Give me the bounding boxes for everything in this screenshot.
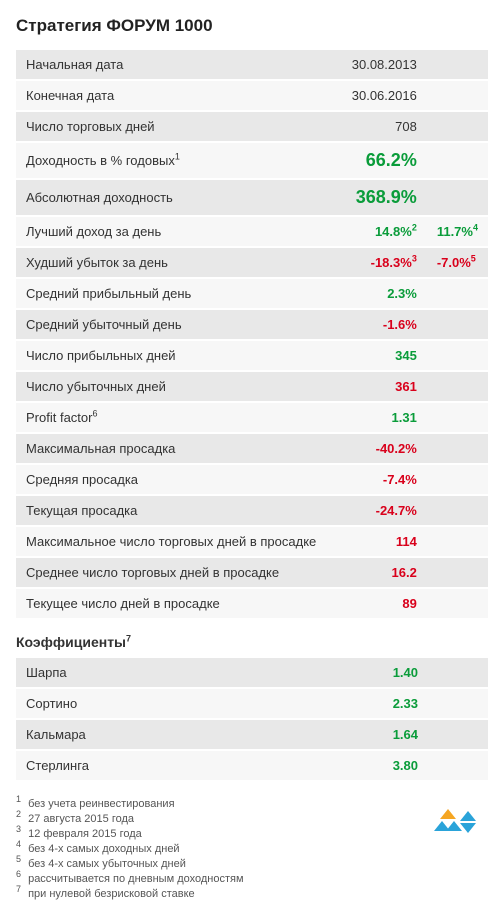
row-value-secondary [427, 111, 488, 142]
row-value: 2.3% [338, 278, 426, 309]
row-value: 1.31 [338, 402, 426, 433]
table-row: Максимальное число торговых дней в проса… [16, 526, 488, 557]
row-value-secondary [427, 340, 488, 371]
row-label: Средняя просадка [16, 464, 338, 495]
table-row: Худший убыток за день-18.3%3-7.0%5 [16, 247, 488, 278]
row-value: 368.9% [338, 179, 426, 216]
row-value-secondary [427, 278, 488, 309]
row-value-secondary [427, 179, 488, 216]
row-value-secondary [427, 464, 488, 495]
row-value: 89 [338, 588, 426, 619]
coefficients-heading: Коэффициенты7 [16, 634, 488, 650]
table-row: Число торговых дней708 [16, 111, 488, 142]
row-value: 16.2 [338, 557, 426, 588]
coefficients-table: Шарпа1.40Сортино2.33Кальмара1.64Стерлинг… [16, 658, 488, 782]
row-label: Абсолютная доходность [16, 179, 338, 216]
table-row: Шарпа1.40 [16, 658, 488, 688]
row-label: Profit factor6 [16, 402, 338, 433]
row-label: Лучший доход за день [16, 216, 338, 247]
row-value-secondary [427, 371, 488, 402]
row-value: -24.7% [338, 495, 426, 526]
row-value-secondary [427, 50, 488, 80]
table-row: Средняя просадка-7.4% [16, 464, 488, 495]
row-value: -18.3%3 [338, 247, 426, 278]
table-row: Абсолютная доходность368.9% [16, 179, 488, 216]
row-value: -40.2% [338, 433, 426, 464]
footnotes: 1 без учета реинвестирования 2 27 августа… [16, 798, 488, 900]
row-label: Средний прибыльный день [16, 278, 338, 309]
row-label: Сортино [16, 688, 282, 719]
row-value-secondary [427, 142, 488, 179]
row-value-secondary: -7.0%5 [427, 247, 488, 278]
row-value: 708 [338, 111, 426, 142]
row-label: Среднее число торговых дней в просадке [16, 557, 338, 588]
table-row: Доходность в % годовых166.2% [16, 142, 488, 179]
page-title: Стратегия ФОРУМ 1000 [16, 16, 488, 36]
table-row: Число убыточных дней361 [16, 371, 488, 402]
row-label: Число торговых дней [16, 111, 338, 142]
row-value: 2.33 [282, 688, 428, 719]
row-value: 345 [338, 340, 426, 371]
row-label: Максимальное число торговых дней в проса… [16, 526, 338, 557]
row-value: -1.6% [338, 309, 426, 340]
row-label: Стерлинга [16, 750, 282, 781]
row-value: 30.06.2016 [338, 80, 426, 111]
footnote: 3 12 февраля 2015 года [16, 828, 488, 840]
row-value: 1.40 [282, 658, 428, 688]
row-label: Доходность в % годовых1 [16, 142, 338, 179]
footnote: 4 без 4-х самых доходных дней [16, 843, 488, 855]
footnote: 7 при нулевой безрисковой ставке [16, 888, 488, 900]
table-row: Текущая просадка-24.7% [16, 495, 488, 526]
row-value-secondary [427, 495, 488, 526]
table-row: Лучший доход за день14.8%211.7%4 [16, 216, 488, 247]
table-row: Средний прибыльный день2.3% [16, 278, 488, 309]
row-label: Начальная дата [16, 50, 338, 80]
row-value-secondary [427, 557, 488, 588]
row-value: -7.4% [338, 464, 426, 495]
stats-table: Начальная дата30.08.2013Конечная дата30.… [16, 50, 488, 620]
row-value: 3.80 [282, 750, 428, 781]
table-row: Сортино2.33 [16, 688, 488, 719]
row-label: Число прибыльных дней [16, 340, 338, 371]
table-row: Максимальная просадка-40.2% [16, 433, 488, 464]
footnote: 1 без учета реинвестирования [16, 798, 488, 810]
row-value: 1.64 [282, 719, 428, 750]
row-value-secondary [427, 526, 488, 557]
footnote: 5 без 4-х самых убыточных дней [16, 858, 488, 870]
row-value-secondary [427, 588, 488, 619]
row-value: 14.8%2 [338, 216, 426, 247]
table-row: Стерлинга3.80 [16, 750, 488, 781]
row-label: Конечная дата [16, 80, 338, 111]
row-label: Худший убыток за день [16, 247, 338, 278]
table-row: Среднее число торговых дней в просадке16… [16, 557, 488, 588]
row-label: Шарпа [16, 658, 282, 688]
row-value: 66.2% [338, 142, 426, 179]
row-value-secondary: 11.7%4 [427, 216, 488, 247]
footnote: 6 рассчитывается по дневным доходностям [16, 873, 488, 885]
footnote: 2 27 августа 2015 года [16, 813, 488, 825]
table-row: Текущее число дней в просадке89 [16, 588, 488, 619]
table-row: Кальмара1.64 [16, 719, 488, 750]
row-value-secondary [427, 80, 488, 111]
row-label: Максимальная просадка [16, 433, 338, 464]
table-row: Начальная дата30.08.2013 [16, 50, 488, 80]
row-value: 30.08.2013 [338, 50, 426, 80]
row-label: Число убыточных дней [16, 371, 338, 402]
row-value-secondary [427, 309, 488, 340]
row-label: Текущая просадка [16, 495, 338, 526]
row-value: 114 [338, 526, 426, 557]
logo-icon [434, 809, 482, 846]
table-row: Profit factor61.31 [16, 402, 488, 433]
row-label: Кальмара [16, 719, 282, 750]
table-row: Средний убыточный день-1.6% [16, 309, 488, 340]
table-row: Число прибыльных дней345 [16, 340, 488, 371]
row-value-secondary [427, 402, 488, 433]
table-row: Конечная дата30.06.2016 [16, 80, 488, 111]
row-label: Средний убыточный день [16, 309, 338, 340]
row-value: 361 [338, 371, 426, 402]
row-value-secondary [427, 433, 488, 464]
row-label: Текущее число дней в просадке [16, 588, 338, 619]
